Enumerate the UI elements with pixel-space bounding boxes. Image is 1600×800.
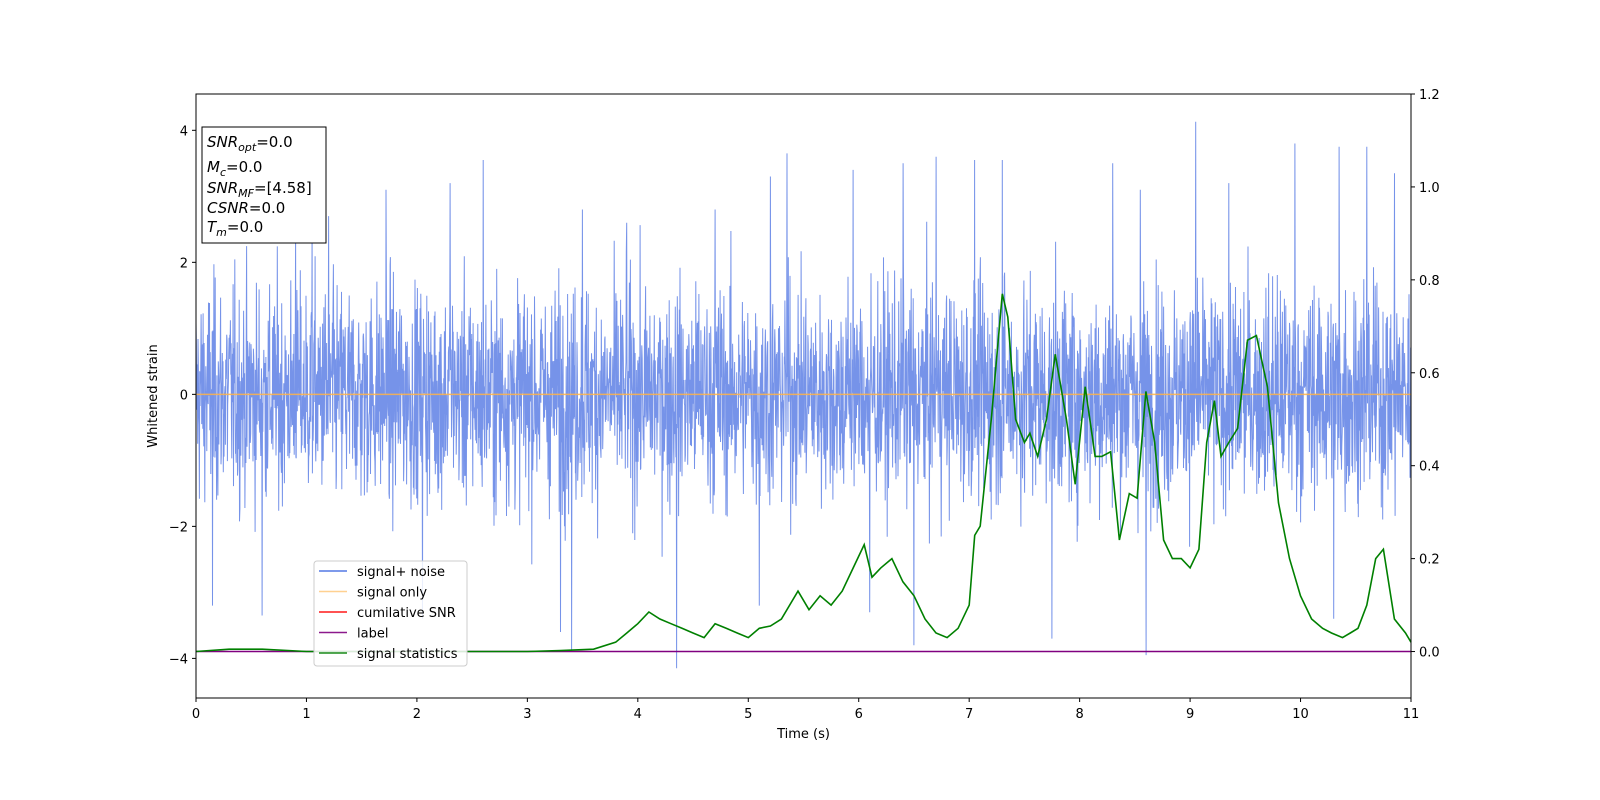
info-box-line: Tm=0.0 (207, 218, 263, 239)
y-tick-label: −2 (169, 520, 188, 535)
info-box: SNRopt=0.0 Mc=0.0SNRMF=[4.58]CSNR=0.0Tm=0… (201, 126, 327, 244)
y-axis-right: 0.0 0.2 0.4 0.6 0.8 1.0 1.2 (1411, 88, 1440, 661)
x-tick-label: 0 (192, 707, 200, 722)
signal-plus-noise-series (195, 121, 1412, 669)
signal-plus-noise-line (195, 121, 1412, 669)
info-box-line: CSNR=0.0 (207, 199, 285, 217)
signal-statistics-series (195, 293, 1412, 653)
y2-tick-label: 0.6 (1419, 367, 1440, 382)
legend: signal+ noise signal only cumilative SNR la… (313, 560, 468, 667)
y2-tick-label: 1.0 (1419, 181, 1440, 196)
y2-tick-label: 0.4 (1419, 460, 1440, 475)
y2-tick-label: 0.0 (1419, 646, 1440, 661)
y-tick-label: 2 (180, 256, 188, 271)
legend-label: label (357, 627, 388, 642)
x-tick-label: 6 (855, 707, 863, 722)
x-tick-label: 11 (1403, 707, 1420, 722)
x-tick-label: 3 (523, 707, 531, 722)
y2-tick-label: 1.2 (1419, 88, 1440, 103)
x-tick-label: 10 (1292, 707, 1309, 722)
legend-label: cumilative SNR (357, 606, 456, 621)
y-tick-label: 4 (180, 124, 188, 139)
x-tick-label: 7 (965, 707, 973, 722)
info-box-line: SNRMF=[4.58] (207, 179, 312, 200)
legend-label: signal statistics (357, 647, 458, 662)
x-axis: 0 1 2 3 4 5 6 7 8 9 10 11 (192, 698, 1419, 722)
info-box-frame (201, 126, 327, 244)
legend-frame (313, 560, 468, 667)
y-axis-label: Whitened strain (146, 344, 161, 447)
y2-tick-label: 0.2 (1419, 553, 1440, 568)
y2-tick-label: 0.8 (1419, 274, 1440, 289)
legend-label: signal+ noise (357, 565, 445, 580)
y-axis-left: −4 −2 0 2 4 (169, 124, 196, 667)
x-tick-label: 1 (302, 707, 310, 722)
info-box-line: Mc=0.0 (207, 158, 262, 179)
x-tick-label: 4 (634, 707, 642, 722)
y-tick-label: 0 (180, 388, 188, 403)
x-tick-label: 9 (1186, 707, 1194, 722)
info-box-line: SNRopt=0.0 (207, 133, 293, 154)
x-tick-label: 2 (413, 707, 421, 722)
x-tick-label: 8 (1075, 707, 1083, 722)
axes-frame (195, 93, 1412, 699)
x-axis-label: Time (s) (776, 727, 830, 742)
x-tick-label: 5 (744, 707, 752, 722)
y-tick-label: −4 (169, 652, 188, 667)
legend-label: signal only (357, 586, 427, 601)
